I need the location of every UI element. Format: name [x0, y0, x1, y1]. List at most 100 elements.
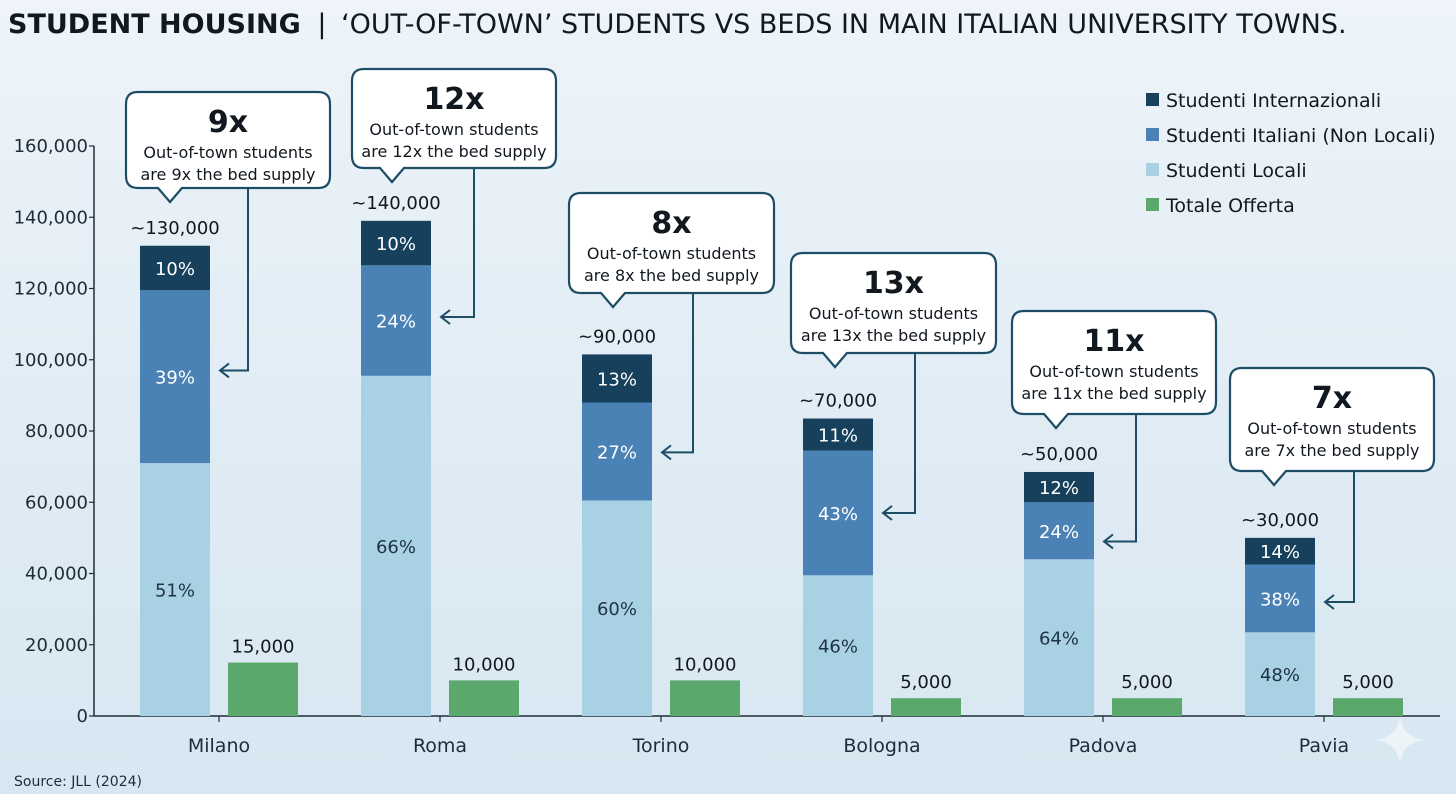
x-tick-label: Bologna: [843, 735, 920, 757]
student-total-label: ~70,000: [799, 391, 877, 412]
segment-percent-label: 24%: [376, 312, 416, 333]
supply-value-label: 15,000: [232, 637, 295, 658]
bars-layer: 51% 39% 10% ~130,000 15,000 66% 24% 10% ~140,000…: [130, 193, 1403, 716]
callout-line-2: are 9x the bed supply: [141, 165, 316, 184]
student-bar-segment: [140, 463, 210, 716]
segment-percent-label: 51%: [155, 581, 195, 602]
chart-title-bold: STUDENT HOUSING: [8, 9, 301, 40]
callout-arrow-line: [220, 188, 249, 372]
callout-line-2: are 8x the bed supply: [584, 266, 759, 285]
callout-arrow-line: [662, 293, 694, 454]
legend-swatch: [1146, 93, 1159, 106]
callout-line-1: Out-of-town students: [587, 244, 756, 263]
callout-ratio: 13x: [863, 266, 924, 301]
legend-label: Totale Offerta: [1165, 195, 1295, 217]
callout-ratio: 9x: [208, 105, 248, 140]
callout-arrow-head: [881, 505, 893, 521]
supply-bar: [228, 662, 298, 716]
callout-box: [567, 191, 776, 309]
student-total-label: ~30,000: [1241, 510, 1319, 531]
supply-bar: [891, 698, 961, 716]
callout-arrow-head: [439, 309, 451, 325]
segment-percent-label: 11%: [818, 426, 858, 447]
segment-percent-label: 14%: [1260, 542, 1300, 563]
callout-arrow-line: [1104, 414, 1137, 543]
callouts-layer: 9x Out-of-town students are 9x the bed sup…: [124, 67, 1436, 610]
callout-box: [350, 67, 558, 184]
supply-bar: [449, 680, 519, 716]
segment-percent-label: 13%: [597, 369, 637, 390]
supply-value-label: 5,000: [1121, 672, 1173, 693]
segment-percent-label: 60%: [597, 599, 637, 620]
student-bar-segment: [1245, 632, 1315, 716]
callout-line-2: are 13x the bed supply: [801, 326, 986, 345]
student-bar-segment: [1245, 564, 1315, 633]
student-bar-segment: [361, 375, 431, 716]
callout-arrow-line: [883, 353, 916, 514]
callout-arrow-line: [441, 168, 475, 318]
x-axis: Milano Roma Torino Bologna Padova Pavia: [94, 715, 1440, 757]
segment-percent-label: 10%: [376, 234, 416, 255]
callout-arrow-head: [1323, 594, 1335, 610]
x-tick-label: Milano: [188, 735, 250, 757]
callout-line-2: are 7x the bed supply: [1245, 441, 1420, 460]
supply-bar: [1333, 698, 1403, 716]
sparkle-icon: [1376, 716, 1424, 764]
segment-percent-label: 38%: [1260, 589, 1300, 610]
legend-label: Studenti Internazionali: [1166, 90, 1381, 112]
chart-title-separator: |: [317, 9, 326, 40]
segment-percent-label: 46%: [818, 637, 858, 658]
student-bar-segment: [1024, 471, 1094, 503]
callout-arrow-line: [1325, 471, 1355, 603]
supply-bar: [670, 680, 740, 716]
callout-ratio: 7x: [1312, 381, 1352, 416]
student-bar-segment: [582, 354, 652, 403]
y-tick-label: 120,000: [14, 279, 88, 300]
x-tick-label: Torino: [632, 735, 690, 757]
source-note: Source: JLL (2024): [14, 774, 142, 790]
supply-value-label: 5,000: [900, 672, 952, 693]
student-bar-segment: [361, 220, 431, 266]
callout-line-2: are 12x the bed supply: [361, 142, 546, 161]
segment-percent-label: 43%: [818, 504, 858, 525]
legend-swatch: [1146, 128, 1159, 141]
segment-percent-label: 66%: [376, 537, 416, 558]
callout-ratio: 12x: [423, 82, 484, 117]
supply-value-label: 10,000: [453, 654, 516, 675]
x-tick-label: Pavia: [1299, 735, 1349, 757]
chart-title: STUDENT HOUSING | ‘OUT-OF-TOWN’ STUDENTS…: [8, 9, 1347, 40]
student-total-label: ~130,000: [130, 218, 220, 239]
student-bar-segment: [140, 245, 210, 291]
segment-percent-label: 48%: [1260, 665, 1300, 686]
supply-bar: [1112, 698, 1182, 716]
legend-label: Studenti Locali: [1166, 160, 1307, 182]
segment-percent-label: 10%: [155, 259, 195, 280]
x-tick-label: Padova: [1069, 735, 1138, 757]
legend: Studenti Internazionali Studenti Italiani…: [1146, 90, 1436, 217]
callout-line-1: Out-of-town students: [809, 304, 978, 323]
student-bar-segment: [582, 402, 652, 501]
callout-line-1: Out-of-town students: [1247, 419, 1416, 438]
y-tick-label: 20,000: [25, 635, 88, 656]
callout-box: [1010, 309, 1218, 430]
legend-swatch: [1146, 163, 1159, 176]
y-tick-label: 60,000: [25, 492, 88, 513]
x-tick-label: Roma: [413, 735, 467, 757]
supply-value-label: 10,000: [674, 654, 737, 675]
student-bar-segment: [361, 265, 431, 376]
callout-box: [124, 90, 332, 204]
student-bar-segment: [140, 290, 210, 464]
supply-value-label: 5,000: [1342, 672, 1394, 693]
segment-percent-label: 39%: [155, 368, 195, 389]
callout-line-1: Out-of-town students: [1029, 362, 1198, 381]
student-bar-segment: [1245, 537, 1315, 565]
callout-ratio: 11x: [1083, 324, 1144, 359]
callout-line-2: are 11x the bed supply: [1021, 384, 1206, 403]
callout-box: [1228, 366, 1436, 487]
student-bar-segment: [803, 575, 873, 716]
callout-arrow-head: [660, 444, 672, 461]
legend-swatch: [1146, 198, 1159, 211]
y-tick-label: 100,000: [14, 350, 88, 371]
student-bar-segment: [803, 418, 873, 451]
segment-percent-label: 27%: [597, 442, 637, 463]
